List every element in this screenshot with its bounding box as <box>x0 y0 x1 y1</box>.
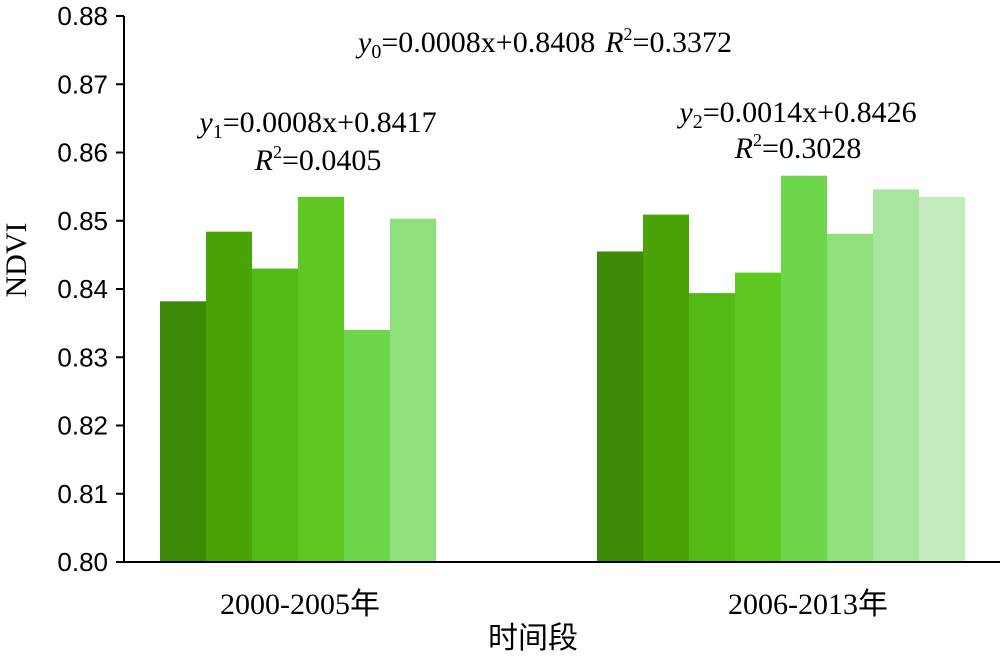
group2-r2: R2=0.3028 <box>734 130 862 165</box>
x-axis-title: 时间段 <box>488 622 578 655</box>
bar-group1-3 <box>252 268 298 562</box>
group2-eq-sub: 2 <box>693 111 703 133</box>
y-tick-label: 0.83 <box>57 342 108 372</box>
group1-r2-value: =0.0405 <box>282 144 381 177</box>
bar-group1-2 <box>206 231 252 563</box>
bar-group2-7 <box>873 189 919 563</box>
x-category-label: 2000-2005年 <box>220 588 380 621</box>
group2-eq-var: y <box>676 96 693 129</box>
y-tick-label: 0.86 <box>57 138 108 168</box>
group1-eq-formula: =0.0008x+0.8417 <box>223 106 437 139</box>
overall-eq-var: y <box>355 26 372 59</box>
group2-eq-formula: =0.0014x+0.8426 <box>703 96 917 129</box>
group1-regression-equation: y1=0.0008x+0.8417 <box>196 106 436 143</box>
group1-eq-var: y <box>196 106 213 139</box>
bar-group2-3 <box>689 293 735 562</box>
bar-group2-6 <box>827 233 873 562</box>
bar-group2-2 <box>643 214 689 563</box>
overall-r2-sup: 2 <box>624 24 633 44</box>
group2-r2-sup: 2 <box>753 130 762 150</box>
overall-r2-var: R <box>604 26 623 59</box>
y-tick-label: 0.81 <box>57 479 108 509</box>
y-tick-label: 0.87 <box>57 69 108 99</box>
group1-r2-sup: 2 <box>273 142 282 162</box>
group2-regression-equation: y2=0.0014x+0.8426 <box>676 96 916 133</box>
group2-r2-var: R <box>734 132 753 165</box>
overall-r2-value: =0.3372 <box>633 26 732 59</box>
x-category-labels: 2000-2005年 2006-2013年 <box>220 588 888 621</box>
bars-layer <box>160 175 965 563</box>
overall-eq-formula: =0.0008x+0.8408 <box>381 26 595 59</box>
y-tick-label: 0.88 <box>57 1 108 31</box>
bar-group2-1 <box>597 251 643 562</box>
bar-group1-5 <box>344 329 390 562</box>
bar-group1-1 <box>160 301 206 562</box>
y-tick-label: 0.85 <box>57 206 108 236</box>
bar-group2-8 <box>919 196 965 563</box>
bar-group2-5 <box>781 175 827 562</box>
x-category-label: 2006-2013年 <box>728 588 888 621</box>
bar-group1-4 <box>298 196 344 563</box>
y-tick-label: 0.84 <box>57 274 108 304</box>
y-axis-title: NDVI <box>0 223 33 298</box>
y-tick-label: 0.80 <box>57 547 108 577</box>
group2-r2-value: =0.3028 <box>762 132 861 165</box>
bar-group1-6 <box>390 218 436 562</box>
bar-group2-4 <box>735 272 781 562</box>
overall-eq-sub: 0 <box>371 41 381 63</box>
group1-r2-var: R <box>254 144 273 177</box>
group1-r2: R2=0.0405 <box>254 142 382 177</box>
y-tick-label: 0.82 <box>57 411 108 441</box>
overall-regression-equation: y0=0.0008x+0.8408 R2=0.3372 <box>355 24 732 63</box>
group1-eq-sub: 1 <box>213 121 223 143</box>
y-ticks: 0.80 0.81 0.82 0.83 0.84 0.85 0.86 0.87 0.88 <box>57 1 124 577</box>
